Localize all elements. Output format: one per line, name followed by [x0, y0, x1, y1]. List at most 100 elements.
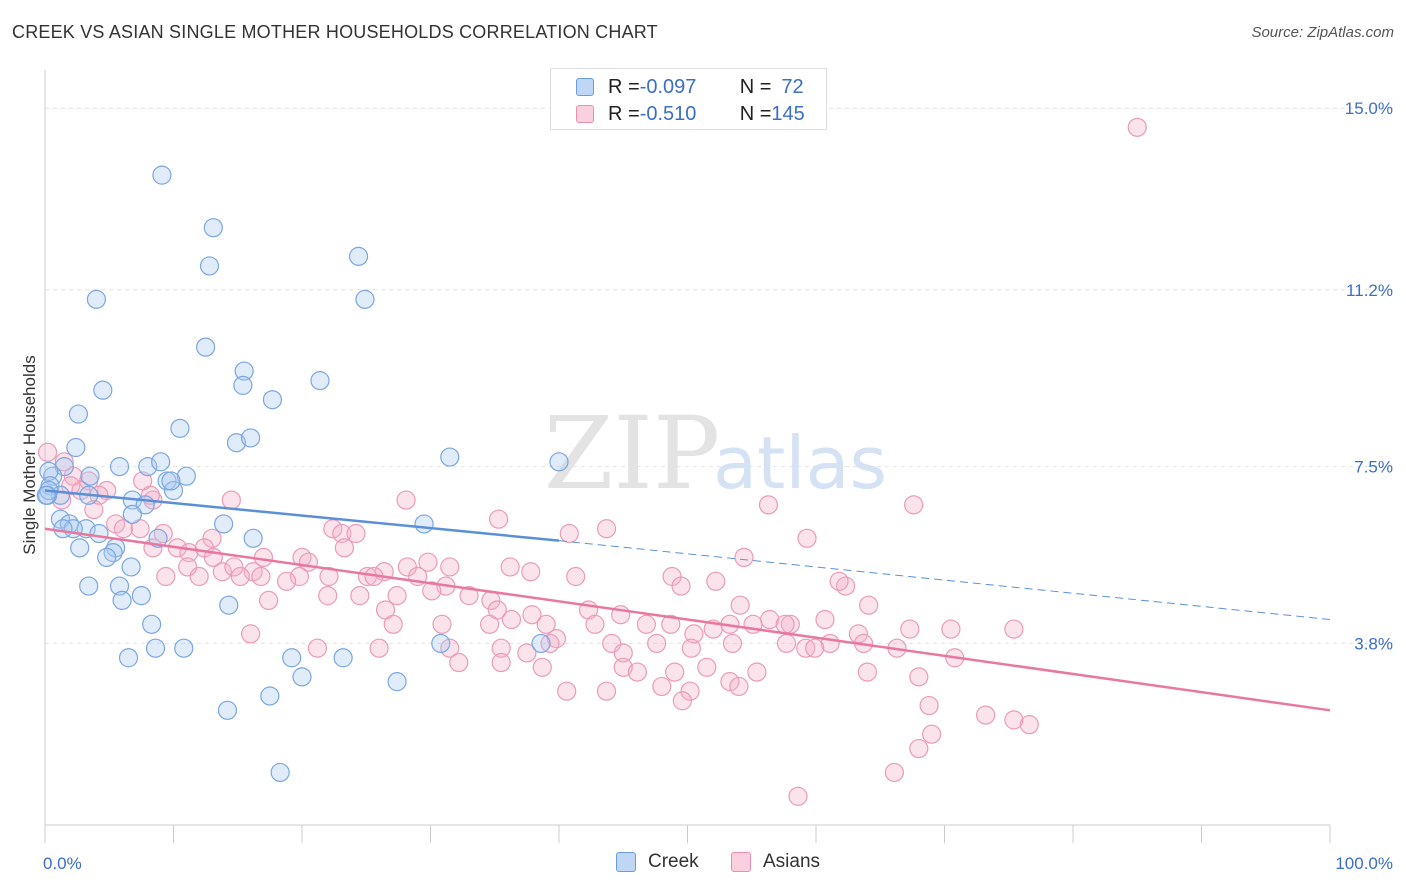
- asians-point: [422, 581, 442, 601]
- creek-point: [68, 404, 89, 424]
- creek-point: [440, 447, 460, 467]
- creek-point: [282, 648, 302, 668]
- asians-point: [596, 519, 617, 539]
- asians-point: [729, 676, 749, 697]
- asians-point: [805, 638, 825, 658]
- asians-point: [665, 662, 685, 682]
- asians-point: [230, 566, 250, 587]
- creek-swatch: [576, 78, 594, 96]
- creek-point: [549, 452, 569, 472]
- creek-point: [89, 523, 109, 544]
- asians-point: [289, 566, 310, 587]
- asians-point: [383, 614, 403, 634]
- asians-point: [661, 614, 681, 634]
- asians-point: [681, 638, 701, 658]
- legend-n-label: N =: [739, 75, 772, 98]
- creek-point: [121, 557, 141, 577]
- asians-point: [276, 571, 297, 591]
- asians-point: [919, 695, 939, 716]
- axes: [44, 70, 1331, 843]
- asians-point: [489, 509, 509, 529]
- asians-legend-label: Asians: [763, 851, 821, 872]
- creek-point: [219, 595, 239, 615]
- trend-lines: [44, 489, 1331, 712]
- creek-point: [36, 485, 56, 505]
- creek-point: [161, 471, 181, 491]
- asians-legend-swatch: [731, 852, 751, 872]
- creek-point: [118, 648, 139, 668]
- legend-r-value: -0.510: [639, 102, 697, 125]
- legend-r-value: -0.097: [639, 75, 697, 98]
- asians-point: [596, 681, 617, 701]
- asians-point: [976, 705, 996, 725]
- asians-point: [697, 657, 717, 677]
- creek-point: [142, 614, 162, 634]
- creek-point: [431, 633, 451, 654]
- asians-point: [758, 495, 779, 515]
- asians-point: [730, 595, 750, 615]
- creek-point: [39, 461, 59, 481]
- asians-point: [536, 614, 556, 634]
- asians-point: [432, 614, 452, 634]
- y-tick-label: 15.0%: [1345, 99, 1393, 118]
- asians-point: [859, 595, 879, 615]
- creek-point: [138, 457, 158, 477]
- asians-point: [909, 738, 929, 759]
- creek-trend-line: [44, 489, 560, 542]
- asians-point: [318, 586, 338, 606]
- asians-point: [857, 662, 878, 682]
- creek-points: [36, 165, 569, 783]
- asians-point: [613, 657, 633, 677]
- creek-point: [243, 528, 263, 548]
- creek-point: [262, 390, 283, 410]
- asians-point: [251, 566, 271, 587]
- creek-point: [217, 700, 238, 720]
- source-label: Source: ZipAtlas.com: [1251, 24, 1394, 41]
- legend-row-asians: R = -0.510 N = 145: [551, 101, 805, 127]
- asians-point: [829, 571, 849, 591]
- asians-point: [706, 571, 726, 591]
- creek-point: [176, 466, 196, 486]
- creek-point: [148, 528, 168, 548]
- asians-point: [418, 552, 438, 572]
- creek-point: [79, 576, 99, 596]
- creek-point: [80, 466, 100, 486]
- creek-point: [151, 452, 171, 472]
- asians-point: [396, 490, 416, 510]
- asians-point: [613, 643, 633, 663]
- asians-point: [61, 476, 81, 496]
- legend-item-creek: Creek: [616, 851, 699, 873]
- legend-r-label: R =: [608, 75, 640, 98]
- asians-point: [332, 523, 352, 544]
- asians-point: [54, 452, 74, 472]
- asians-point: [334, 538, 355, 558]
- creek-legend-label: Creek: [648, 851, 699, 872]
- asians-point: [113, 519, 133, 539]
- x-tick-labels: 0.0% 100.0%: [43, 854, 1393, 873]
- creek-point: [270, 762, 290, 783]
- asians-point: [672, 691, 692, 711]
- asians-point: [559, 523, 579, 544]
- asians-point: [517, 643, 537, 663]
- asians-point: [221, 490, 241, 510]
- creek-point: [260, 686, 280, 706]
- asians-point: [647, 633, 667, 654]
- creek-legend-swatch: [616, 852, 636, 872]
- asians-point: [440, 557, 460, 577]
- asians-point: [1019, 715, 1039, 735]
- asians-point: [522, 605, 542, 625]
- asians-point: [922, 724, 942, 744]
- watermark-zip: ZIP: [544, 395, 720, 512]
- asians-point: [815, 609, 835, 630]
- creek-point: [355, 289, 375, 309]
- creek-point: [170, 418, 190, 438]
- creek-point: [214, 514, 234, 534]
- asians-point: [1004, 710, 1024, 730]
- asians-point: [900, 619, 920, 639]
- asians-point: [350, 586, 370, 606]
- asians-point: [760, 609, 780, 630]
- asians-point: [459, 586, 479, 606]
- asians-point: [319, 566, 339, 587]
- legend-n-value: 72: [781, 75, 804, 98]
